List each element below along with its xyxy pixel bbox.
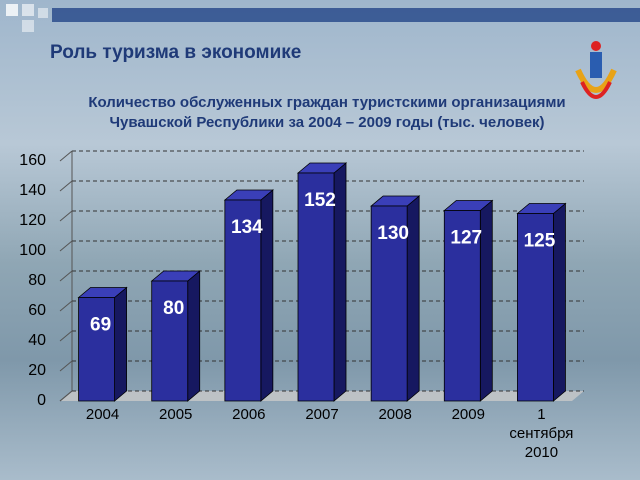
tick — [59, 210, 73, 222]
tick — [59, 180, 73, 192]
data-label: 69 — [90, 315, 111, 336]
data-label: 127 — [450, 228, 482, 249]
bar — [150, 270, 201, 402]
data-label: 130 — [377, 223, 409, 244]
y-tick-label: 40 — [28, 332, 46, 349]
data-label: 152 — [304, 190, 336, 211]
bar — [223, 189, 274, 402]
tick — [59, 150, 73, 162]
x-tick-label: 2004 — [85, 406, 120, 423]
data-label: 125 — [524, 231, 556, 252]
bar — [296, 162, 348, 402]
x-tick-label: 2007 — [305, 406, 339, 423]
tick — [59, 360, 73, 372]
y-tick-label: 140 — [19, 182, 46, 199]
data-label: 80 — [163, 298, 184, 319]
bar — [443, 199, 494, 402]
x-tick-label: 2008 — [378, 406, 412, 423]
x-tick-label: 2009 — [451, 406, 485, 423]
y-tick-label: 60 — [28, 302, 46, 319]
y-tick-label: 80 — [28, 272, 46, 289]
decor-squares — [6, 4, 640, 32]
bar — [370, 195, 421, 402]
x-tick-label: 2005 — [159, 406, 193, 423]
data-label: 134 — [231, 217, 263, 238]
subtitle: Чувашской Республики за 2004 – 2009 годы… — [109, 114, 544, 131]
bar — [516, 202, 567, 402]
y-tick-label: 120 — [19, 212, 46, 229]
subtitle: Количество обслуженных граждан туристски… — [88, 94, 565, 111]
x-tick-label: 2006 — [232, 406, 266, 423]
y-tick-label: 160 — [19, 152, 46, 169]
x-tick-label: 1 сентября 2010 — [509, 406, 574, 461]
tick — [59, 390, 73, 402]
tick — [59, 270, 73, 282]
tick — [59, 330, 73, 342]
chart-title: Роль туризма в экономике — [50, 42, 301, 63]
y-tick-label: 0 — [37, 392, 46, 409]
logo — [575, 41, 617, 99]
bar — [77, 286, 128, 402]
tick — [59, 300, 73, 312]
tick — [59, 240, 73, 252]
y-tick-label: 100 — [19, 242, 46, 259]
y-tick-label: 20 — [28, 362, 46, 379]
